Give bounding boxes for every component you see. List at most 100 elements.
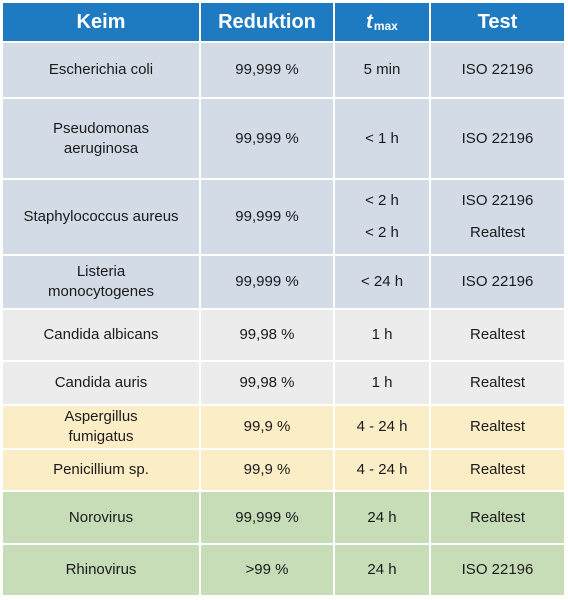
header-keim-label: Keim xyxy=(76,11,126,33)
tmax-value: 1 h xyxy=(371,326,393,343)
reduktion-cell: 99,999 % xyxy=(201,492,335,545)
test-value: Realtest xyxy=(469,374,526,391)
test-value: ISO 22196 xyxy=(461,192,534,209)
test-stack: Realtest xyxy=(470,450,525,490)
keim-name: Norovirus xyxy=(68,508,134,526)
reduktion-cell: 99,9 % xyxy=(201,406,335,450)
reduktion-cell: 99,999 % xyxy=(201,256,335,310)
reduktion-cell: 99,98 % xyxy=(201,362,335,406)
reduktion-value: 99,999 % xyxy=(235,508,299,526)
tmax-value: 4 - 24 h xyxy=(356,461,408,478)
test-stack: ISO 22196 xyxy=(462,256,534,308)
tmax-value: 5 min xyxy=(363,61,401,78)
test-cell: Realtest xyxy=(431,406,564,450)
keim-name: Rhinovirus xyxy=(65,561,137,578)
keim-cell: Penicillium sp. xyxy=(3,450,201,492)
keim-name: Staphylococcus aureus xyxy=(23,208,179,225)
tmax-cell: 1 h xyxy=(335,310,431,362)
reduktion-cell: 99,9 % xyxy=(201,450,335,492)
keim-name-line: monocytogenes xyxy=(48,283,154,300)
keim-name: Penicillium sp. xyxy=(53,461,149,478)
reduktion-value: 99,9 % xyxy=(243,418,291,435)
tmax-value: < 1 h xyxy=(365,129,399,147)
test-value: ISO 22196 xyxy=(461,61,534,78)
test-stack: Realtest xyxy=(470,406,525,448)
keim-cell: Candida auris xyxy=(3,362,201,406)
header-reduktion-label: Reduktion xyxy=(218,11,316,33)
test-stack: ISO 22196 xyxy=(462,99,534,178)
test-value: Realtest xyxy=(469,508,526,526)
header-test: Test xyxy=(431,3,564,43)
tmax-value: 1 h xyxy=(371,374,393,391)
test-stack: ISO 22196 xyxy=(462,545,534,595)
test-cell: ISO 22196 xyxy=(431,43,564,99)
tmax-value: < 24 h xyxy=(360,273,404,290)
test-cell: ISO 22196 xyxy=(431,545,564,597)
keim-stack: Pseudomonas aeruginosa xyxy=(53,99,149,178)
tmax-stack: 4 - 24 h xyxy=(357,406,408,448)
keim-cell: Staphylococcus aureus xyxy=(3,180,201,256)
header-tmax-sub: max xyxy=(373,19,398,33)
test-stack: Realtest xyxy=(470,362,525,404)
keim-cell: Norovirus xyxy=(3,492,201,545)
header-reduktion: Reduktion xyxy=(201,3,335,43)
reduktion-value: 99,9 % xyxy=(243,461,291,478)
tmax-value: 4 - 24 h xyxy=(356,418,408,435)
reduktion-value: 99,999 % xyxy=(235,208,299,225)
reduktion-cell: 99,98 % xyxy=(201,310,335,362)
reduktion-cell: >99 % xyxy=(201,545,335,597)
reduktion-value: 99,999 % xyxy=(235,129,299,147)
keim-name-line: Listeria xyxy=(76,263,126,280)
tmax-stack: < 1 h xyxy=(365,99,399,178)
test-cell: Realtest xyxy=(431,362,564,406)
tmax-stack: 24 h xyxy=(367,545,396,595)
keim-stack: Listeria monocytogenes xyxy=(48,256,154,308)
keim-name: Candida auris xyxy=(54,374,148,391)
test-stack: Realtest xyxy=(470,492,525,543)
keim-cell: Pseudomonas aeruginosa xyxy=(3,99,201,180)
tmax-cell: 1 h xyxy=(335,362,431,406)
tmax-stack: 24 h xyxy=(367,492,396,543)
keim-name-line: aeruginosa xyxy=(63,139,139,157)
tmax-cell: < 1 h xyxy=(335,99,431,180)
tmax-stack: 5 min xyxy=(364,43,401,97)
test-stack: ISO 22196 xyxy=(462,43,534,97)
tmax-cell: 4 - 24 h xyxy=(335,406,431,450)
keim-cell: Escherichia coli xyxy=(3,43,201,99)
tmax-cell: < 2 h < 2 h xyxy=(335,180,431,256)
test-cell: ISO 22196 Realtest xyxy=(431,180,564,256)
tmax-value: < 2 h xyxy=(365,192,399,209)
keim-name: Escherichia coli xyxy=(48,61,154,78)
reduktion-value: 99,98 % xyxy=(239,326,295,343)
test-value: Realtest xyxy=(469,461,526,478)
reduktion-value: 99,999 % xyxy=(235,273,299,290)
table-grid: Keim Reduktion t max Test Escherichia col… xyxy=(3,3,564,597)
reduktion-cell: 99,999 % xyxy=(201,43,335,99)
reduktion-value: 99,98 % xyxy=(239,374,295,391)
test-value: Realtest xyxy=(469,326,526,343)
keim-name-line: fumigatus xyxy=(68,428,134,445)
keim-cell: Rhinovirus xyxy=(3,545,201,597)
test-cell: ISO 22196 xyxy=(431,99,564,180)
keim-cell: Listeria monocytogenes xyxy=(3,256,201,310)
tmax-cell: 24 h xyxy=(335,545,431,597)
test-cell: Realtest xyxy=(431,450,564,492)
test-cell: ISO 22196 xyxy=(431,256,564,310)
tmax-cell: 24 h xyxy=(335,492,431,545)
tmax-stack: < 24 h xyxy=(361,256,403,308)
tmax-value: < 2 h xyxy=(365,224,399,241)
test-stack: Realtest xyxy=(470,310,525,360)
reduktion-cell: 99,999 % xyxy=(201,99,335,180)
test-value: Realtest xyxy=(469,224,526,241)
keim-cell: Candida albicans xyxy=(3,310,201,362)
header-tmax: t max xyxy=(335,3,431,43)
header-tmax-t: t xyxy=(366,11,373,33)
keim-name-line: Aspergillus xyxy=(64,408,138,425)
tmax-stack: < 2 h < 2 h xyxy=(365,180,399,254)
tmax-cell: 4 - 24 h xyxy=(335,450,431,492)
tmax-stack: 4 - 24 h xyxy=(357,450,408,490)
tmax-cell: < 24 h xyxy=(335,256,431,310)
keim-name-line: Pseudomonas xyxy=(53,119,149,137)
test-cell: Realtest xyxy=(431,310,564,362)
